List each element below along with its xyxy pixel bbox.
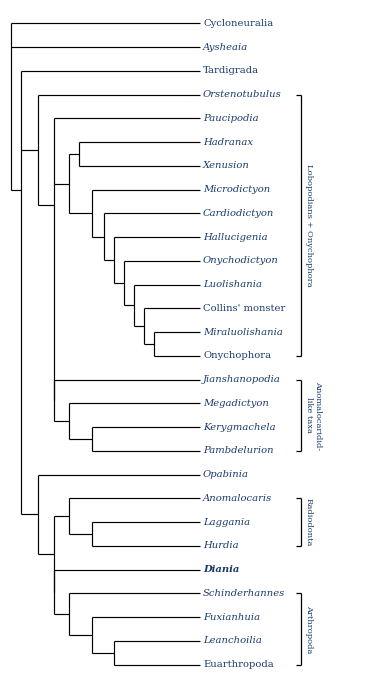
Text: Onychodictyon: Onychodictyon	[203, 257, 279, 266]
Text: Aysheaia: Aysheaia	[203, 43, 249, 52]
Text: Fuxianhuia: Fuxianhuia	[203, 612, 260, 621]
Text: Kerygmachela: Kerygmachela	[203, 422, 276, 431]
Text: Onychophora: Onychophora	[203, 352, 271, 361]
Text: Leanchoilia: Leanchoilia	[203, 636, 262, 645]
Text: Cycloneuralia: Cycloneuralia	[203, 19, 273, 28]
Text: Megadictyon: Megadictyon	[203, 399, 269, 408]
Text: Euarthropoda: Euarthropoda	[203, 660, 274, 669]
Text: Jianshanopodia: Jianshanopodia	[203, 375, 281, 384]
Text: Luolishania: Luolishania	[203, 280, 262, 289]
Text: Opabinia: Opabinia	[203, 470, 249, 479]
Text: Tardigrada: Tardigrada	[203, 67, 259, 76]
Text: Anomalocaris: Anomalocaris	[203, 494, 272, 503]
Text: Paucipodia: Paucipodia	[203, 114, 259, 123]
Text: Anomalocaridid-
like taxa: Anomalocaridid- like taxa	[305, 380, 322, 450]
Text: Pambdelurion: Pambdelurion	[203, 447, 274, 455]
Text: Schinderhannes: Schinderhannes	[203, 589, 285, 598]
Text: Laggania: Laggania	[203, 517, 250, 526]
Text: Radiodonta: Radiodonta	[305, 498, 313, 546]
Text: Orstenotubulus: Orstenotubulus	[203, 90, 282, 99]
Text: Cardiodictyon: Cardiodictyon	[203, 209, 274, 218]
Text: Arthropoda: Arthropoda	[305, 605, 313, 653]
Text: Hadranax: Hadranax	[203, 138, 253, 147]
Text: Miraluolishania: Miraluolishania	[203, 327, 283, 336]
Text: Microdictyon: Microdictyon	[203, 185, 270, 194]
Text: Lobopodians + Onychophora: Lobopodians + Onychophora	[305, 164, 313, 287]
Text: Hallucigenia: Hallucigenia	[203, 233, 268, 241]
Text: Hurdia: Hurdia	[203, 541, 239, 550]
Text: Diania: Diania	[203, 565, 239, 574]
Text: Collins' monster: Collins' monster	[203, 304, 285, 313]
Text: Xenusion: Xenusion	[203, 162, 250, 171]
